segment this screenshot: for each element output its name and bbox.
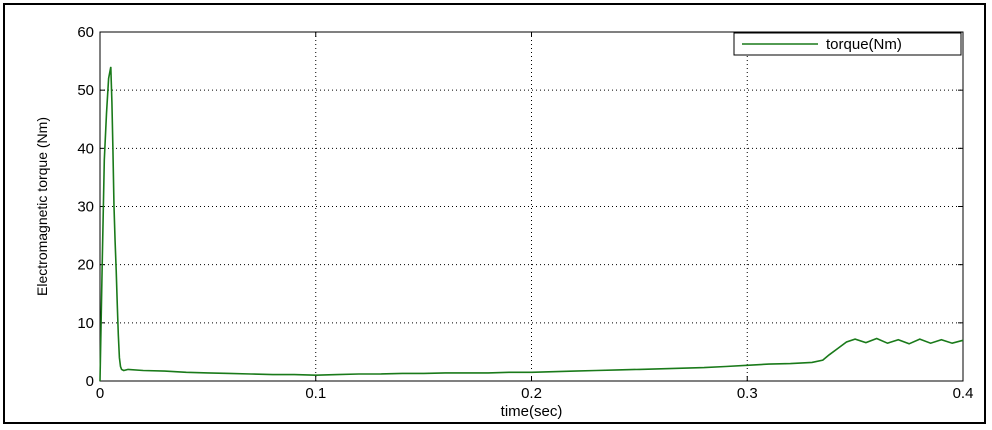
x-tick-label: 0.1 xyxy=(305,385,326,402)
y-axis-label: Electromagnetic torque (Nm) xyxy=(34,117,50,296)
y-tick-labels: 0 10 20 30 40 50 60 xyxy=(77,24,94,390)
legend-box xyxy=(733,32,962,56)
x-tick-label: 0.4 xyxy=(953,385,974,402)
series-line-torque xyxy=(99,66,964,382)
x-tick-label: 0.2 xyxy=(521,385,542,402)
legend-label-torque: torque(Nm) xyxy=(826,36,902,53)
legend: torque(Nm) xyxy=(733,32,962,56)
figure-frame xyxy=(3,3,986,424)
y-tick-label: 0 xyxy=(86,373,94,390)
y-tick-label: 20 xyxy=(77,257,94,274)
y-tick-label: 60 xyxy=(77,24,94,41)
y-tick-label: 10 xyxy=(77,315,94,332)
grid-lines xyxy=(100,32,963,381)
x-tick-label: 0.3 xyxy=(737,385,758,402)
y-tick-label: 40 xyxy=(77,140,94,157)
y-tick-label: 30 xyxy=(77,199,94,216)
x-axis-label: time(sec) xyxy=(501,403,563,420)
x-tick-label: 0 xyxy=(96,385,104,402)
y-tick-label: 50 xyxy=(77,82,94,99)
x-tick-labels: 0 0.1 0.2 0.3 0.4 xyxy=(96,385,974,402)
